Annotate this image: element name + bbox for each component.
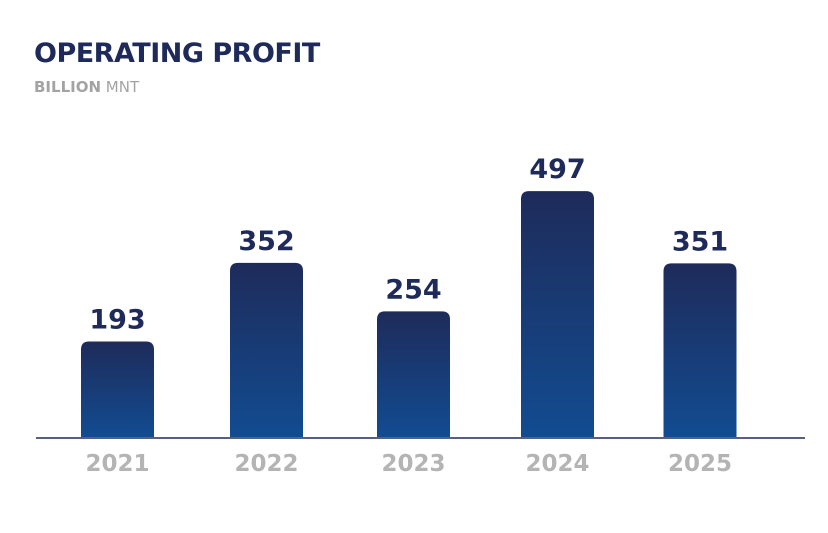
value-label-2021: 193	[89, 305, 145, 336]
x-tick-label-2023: 2023	[381, 451, 445, 477]
x-tick-labels-group: 2021 2022 2023 2024 2025	[85, 451, 732, 477]
value-labels-group: 193 352 254 497 351	[89, 154, 728, 335]
bar-2021	[81, 341, 154, 437]
bar-2023	[377, 311, 450, 437]
value-label-2025: 351	[672, 226, 728, 257]
value-label-2023: 254	[385, 274, 441, 305]
subtitle-unit-rest: MNT	[101, 78, 140, 96]
bar-2024	[521, 191, 594, 437]
bars-group	[81, 191, 737, 437]
x-tick-label-2024: 2024	[525, 451, 589, 477]
chart-title: OPERATING PROFIT	[34, 38, 320, 69]
bar-2025	[663, 263, 737, 437]
x-tick-label-2021: 2021	[85, 451, 149, 477]
chart-subtitle: BILLION MNT	[34, 78, 139, 96]
subtitle-unit-bold: BILLION	[34, 78, 102, 96]
x-tick-label-2025: 2025	[668, 451, 732, 477]
value-label-2024: 497	[529, 154, 585, 185]
value-label-2022: 352	[238, 226, 294, 257]
bar-2022	[230, 262, 303, 437]
x-tick-label-2022: 2022	[234, 451, 298, 477]
